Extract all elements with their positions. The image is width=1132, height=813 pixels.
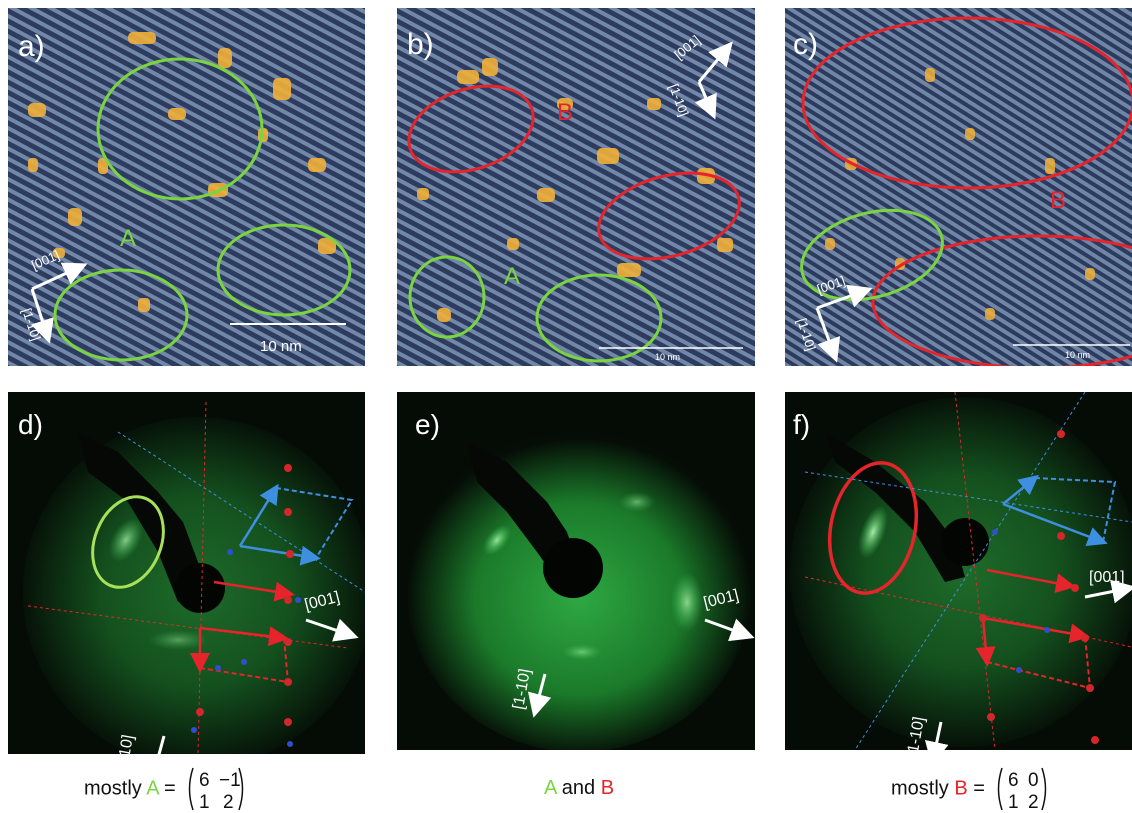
- caption-and: and: [556, 777, 601, 799]
- panel-label: d): [18, 409, 43, 440]
- phase-a-letter: A: [146, 777, 159, 800]
- phase-a-spot-region: [91, 495, 165, 589]
- arrow-001-icon: [1084, 579, 1132, 604]
- arrow-001-icon: [816, 284, 873, 310]
- arrow-1-10-icon: [694, 81, 717, 120]
- panel-c-stm-image: c) B 10 nm [001] [1-10]: [785, 8, 1132, 366]
- phase-b-letter: B: [600, 777, 615, 799]
- caption-f: mostly B = 6 0 1 2: [891, 766, 1050, 813]
- caption-d: mostly A = 6 −1 1 2: [84, 766, 247, 813]
- panel-f-leed-pattern: f) [001] [1-10]: [785, 392, 1132, 750]
- phase-b-region: [597, 171, 741, 261]
- region-label-b: B: [557, 99, 573, 126]
- phase-a-region: [800, 208, 944, 302]
- scale-label: 10 nm: [655, 352, 680, 362]
- stm-image-a: a) A 10 nm [001] [1-10]: [8, 8, 365, 366]
- caption-prefix: mostly: [84, 777, 147, 800]
- matrix-cell: 6: [199, 770, 210, 791]
- unit-vector-red: [975, 617, 996, 667]
- region-label-a: A: [504, 263, 520, 290]
- phase-a-region: [96, 57, 264, 201]
- panel-label: b): [407, 28, 434, 61]
- region-label-a: A: [120, 225, 136, 252]
- unit-vector-red: [199, 626, 289, 647]
- region-label-b: B: [1050, 187, 1066, 214]
- unit-cell-blue: [1034, 477, 1117, 543]
- phase-b-spot-region: [827, 461, 919, 595]
- leed-image-d: d) [001] [1-10]: [8, 392, 365, 754]
- phase-b-region: [407, 84, 535, 174]
- arrow-1-10-icon: [157, 735, 166, 754]
- unit-vector-blue: [1002, 474, 1039, 505]
- phase-a-letter: A: [544, 777, 557, 799]
- caption-e: A and B: [544, 777, 614, 800]
- phase-b-letter: B: [954, 777, 968, 800]
- arrow-1-10-icon: [924, 721, 949, 750]
- stm-image-c: c) B 10 nm [001] [1-10]: [785, 8, 1132, 366]
- arrow-001-icon: [31, 262, 88, 291]
- matrix-cell: 1: [199, 792, 210, 812]
- reciprocal-axis-blue: [117, 431, 365, 593]
- arrow-001-icon: [305, 618, 359, 642]
- caption-equals: =: [967, 777, 991, 800]
- caption-prefix: mostly: [891, 777, 955, 800]
- unit-cell-blue: [275, 487, 354, 559]
- matrix-cell: 2: [1028, 792, 1039, 812]
- phase-b-region: [871, 234, 1132, 366]
- panel-label: e): [415, 409, 440, 440]
- panel-label: c): [793, 28, 818, 61]
- reciprocal-axis-red: [954, 392, 996, 750]
- panel-label: a): [18, 30, 45, 63]
- panel-d-leed-pattern: d) [001] [1-10]: [8, 392, 365, 754]
- leed-image-e: e) [001] [1-10]: [397, 392, 755, 750]
- dir-label-001: [001]: [1089, 569, 1125, 586]
- scale-label: 10 nm: [1065, 350, 1090, 360]
- panel-b-stm-image: b) B A 10 nm [001] [1-10]: [397, 8, 755, 366]
- dir-label-1-10: [1-10]: [510, 667, 534, 710]
- phase-b-region: [801, 16, 1132, 190]
- dir-label-1-10: [1-10]: [904, 715, 928, 750]
- caption-equals: =: [158, 777, 182, 800]
- phase-a-region: [408, 255, 486, 339]
- matrix-cell: −1: [219, 770, 241, 791]
- unit-vector-red: [213, 580, 295, 602]
- arrow-1-10-icon: [815, 307, 841, 363]
- phase-a-region: [216, 223, 352, 317]
- dir-label-1-10: [1-10]: [113, 733, 137, 754]
- reciprocal-axis-blue: [804, 471, 1132, 523]
- unit-vector-blue: [239, 544, 321, 566]
- arrow-1-10-icon: [527, 673, 552, 718]
- scale-label: 10 nm: [260, 338, 302, 355]
- unit-vector-blue: [1002, 502, 1108, 547]
- matrix-cell: 2: [223, 792, 234, 812]
- arrow-001-icon: [697, 41, 733, 83]
- panel-a-stm-image: a) A 10 nm [001] [1-10]: [8, 8, 365, 366]
- unit-vector-red: [986, 568, 1076, 594]
- panel-label: f): [793, 409, 810, 440]
- transformation-matrix-b: 6 0 1 2: [994, 766, 1050, 813]
- phase-a-region: [535, 273, 663, 363]
- unit-vector-red: [982, 616, 1090, 644]
- transformation-matrix-a: 6 −1 1 2: [185, 766, 247, 813]
- arrow-1-10-icon: [30, 288, 54, 344]
- phase-a-region: [53, 268, 189, 362]
- reciprocal-axis-blue: [854, 392, 1086, 750]
- stm-image-b: b) B A 10 nm [001] [1-10]: [397, 8, 755, 366]
- matrix-cell: 1: [1008, 792, 1019, 812]
- matrix-cell: 6: [1008, 770, 1019, 791]
- reciprocal-axis-red: [197, 401, 207, 754]
- panel-e-leed-pattern: e) [001] [1-10]: [397, 392, 755, 750]
- leed-image-f: f) [001] [1-10]: [785, 392, 1132, 750]
- matrix-cell: 0: [1028, 770, 1039, 791]
- arrow-001-icon: [704, 618, 755, 642]
- unit-vector-blue: [238, 483, 279, 547]
